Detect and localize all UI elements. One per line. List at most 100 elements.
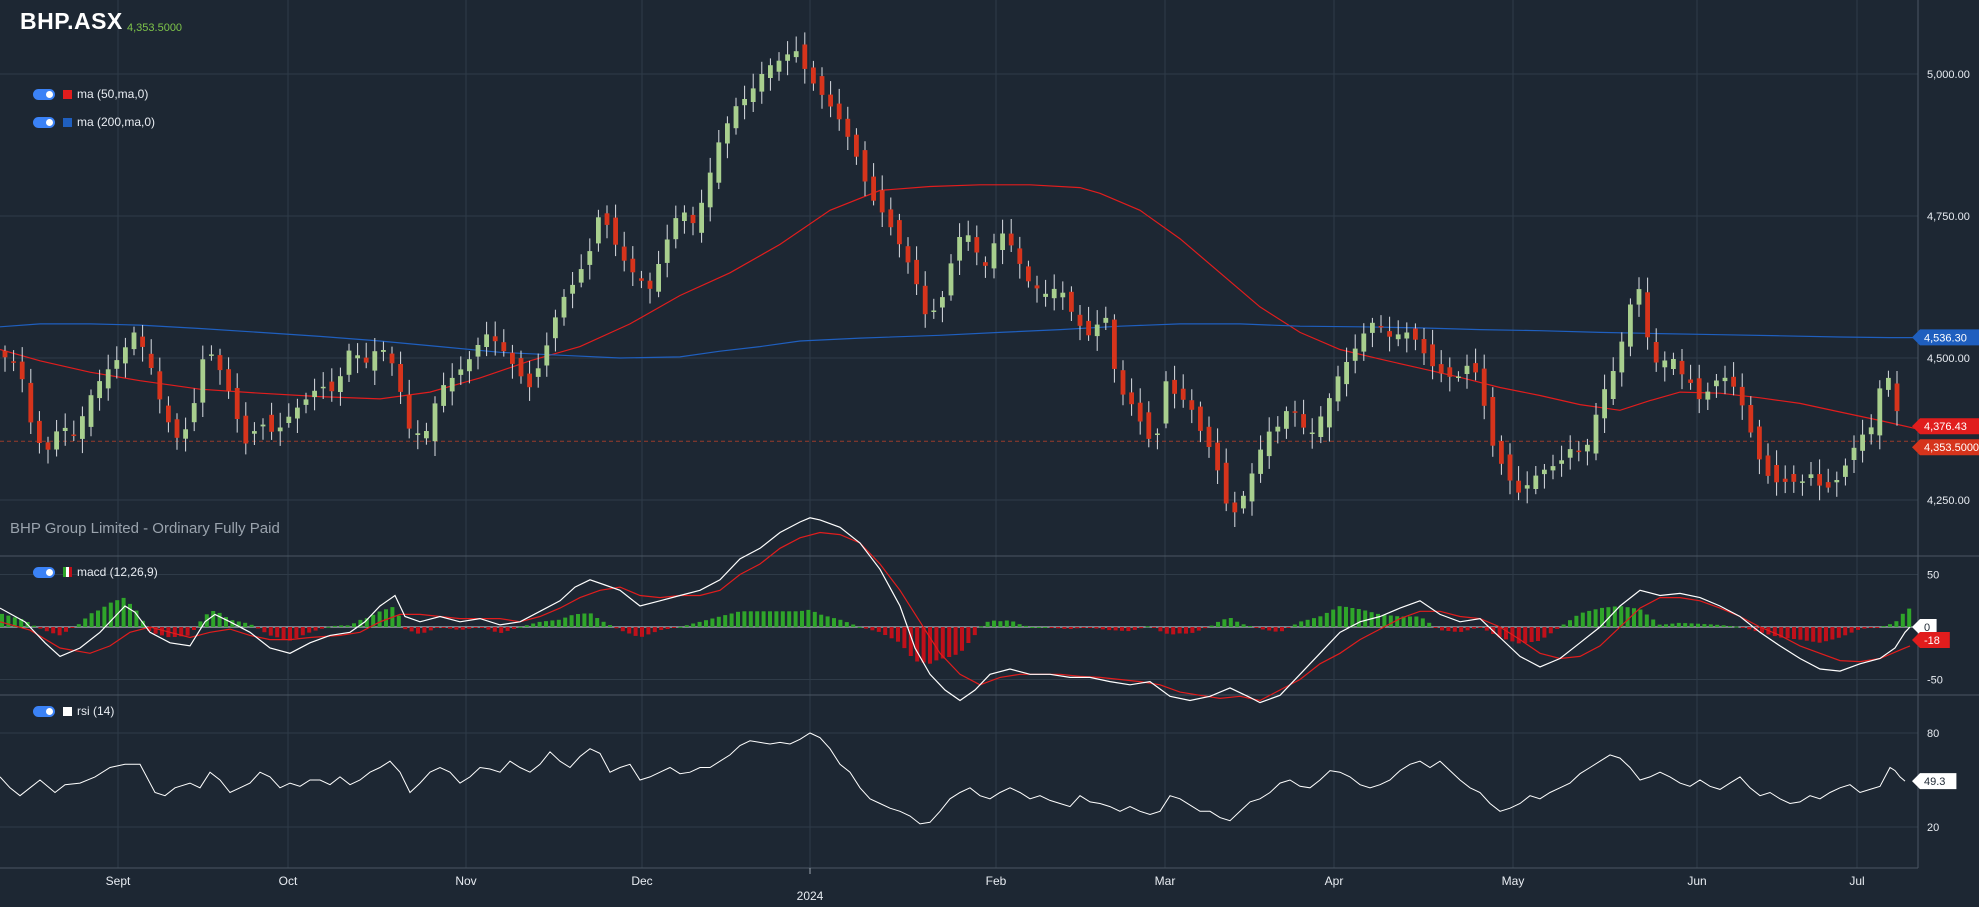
- candle-body: [793, 51, 799, 58]
- candle-body: [269, 414, 274, 432]
- macd-histogram-bar: [1568, 620, 1572, 627]
- x-tick-label: Dec: [631, 874, 652, 888]
- candle-body: [286, 416, 292, 423]
- candle-body: [1404, 332, 1410, 339]
- macd-histogram-bar: [960, 627, 964, 651]
- macd-histogram-bar: [1721, 625, 1726, 627]
- toggle-macd[interactable]: [33, 566, 55, 578]
- candle-body: [260, 424, 266, 427]
- macd-histogram-bar: [1024, 625, 1028, 627]
- candle-body: [819, 76, 825, 95]
- legend-macd-label: macd (12,26,9): [77, 565, 158, 579]
- candle-body: [1834, 480, 1840, 483]
- candle-body: [398, 364, 403, 392]
- macd-histogram-bar: [921, 627, 926, 663]
- macd-histogram-bar: [972, 627, 977, 636]
- candle-body: [389, 353, 395, 364]
- macd-histogram-bar: [1132, 627, 1137, 630]
- macd-histogram-bar: [710, 618, 715, 627]
- y-tick-label: 50: [1927, 570, 1939, 582]
- macd-histogram-bar: [1363, 610, 1368, 627]
- macd-histogram-bar: [256, 627, 260, 629]
- macd-histogram-bar: [1644, 614, 1649, 627]
- macd-histogram-bar: [224, 617, 228, 627]
- macd-histogram-bar: [1600, 607, 1604, 627]
- macd-histogram-bar: [1216, 621, 1220, 627]
- x-tick-label: Sept: [106, 874, 131, 888]
- macd-histogram-bar: [1529, 627, 1534, 642]
- macd-histogram-bar: [249, 624, 254, 627]
- candle-body: [1619, 341, 1625, 373]
- candle-body: [1086, 320, 1091, 336]
- candle-body: [991, 243, 997, 269]
- ma200-line: [0, 323, 1915, 359]
- macd-histogram-bar: [1452, 627, 1457, 632]
- macd-histogram-bar: [1004, 620, 1009, 627]
- macd-histogram-bar: [1683, 623, 1688, 627]
- candle-body: [329, 381, 335, 392]
- macd-histogram-bar: [979, 626, 984, 628]
- candle-body: [1370, 322, 1375, 333]
- macd-histogram-bar: [198, 621, 203, 627]
- macd-histogram-bar: [857, 626, 862, 628]
- macd-histogram-bar: [563, 617, 568, 627]
- candle-body: [320, 386, 326, 389]
- macd-histogram-bar: [825, 616, 830, 627]
- toggle-ma50[interactable]: [33, 88, 55, 100]
- y-tick-label: 4,750.00: [1927, 211, 1970, 223]
- macd-histogram-bar: [1740, 627, 1745, 628]
- candle-body: [166, 405, 171, 423]
- candle-body: [28, 382, 34, 423]
- macd-histogram-bar: [1804, 627, 1809, 641]
- macd-histogram-bar: [339, 625, 344, 627]
- macd-histogram-bar: [755, 611, 760, 628]
- macd-histogram-bar: [524, 625, 529, 627]
- candle-body: [458, 369, 464, 375]
- candle-body: [174, 419, 180, 438]
- x-tick-label: Apr: [1325, 874, 1344, 888]
- toggle-ma200[interactable]: [33, 116, 55, 128]
- macd-histogram-bar: [288, 627, 292, 641]
- macd-histogram-bar: [1395, 616, 1400, 627]
- macd-histogram-bar: [1036, 627, 1041, 628]
- macd-histogram-bar: [1139, 627, 1144, 629]
- candle-body: [1077, 314, 1083, 326]
- candle-body: [1585, 444, 1590, 452]
- candle-body: [742, 99, 747, 106]
- macd-histogram-bar: [550, 620, 555, 627]
- candle-body: [1387, 331, 1392, 337]
- macd-histogram-bar: [1049, 627, 1054, 628]
- candle-body: [518, 358, 524, 377]
- candle-body: [1129, 392, 1134, 405]
- candle-body: [1146, 412, 1152, 439]
- x-tick-label: Feb: [986, 874, 1007, 888]
- macd-histogram-bar: [1561, 624, 1566, 627]
- legend-ma50: ma (50,ma,0): [33, 86, 148, 102]
- macd-histogram-bar: [684, 625, 689, 627]
- macd-histogram-bar: [1856, 627, 1860, 630]
- macd-histogram-bar: [1222, 619, 1227, 627]
- candle-body: [62, 427, 68, 431]
- toggle-rsi[interactable]: [33, 705, 55, 717]
- candle-body: [226, 369, 231, 392]
- candle-body: [355, 355, 360, 359]
- macd-histogram-bar: [1376, 613, 1380, 627]
- macd-histogram-bar: [896, 627, 900, 642]
- candle-body: [54, 431, 59, 450]
- candle-body: [888, 209, 894, 228]
- candle-body: [690, 214, 696, 224]
- macd-histogram-bar: [19, 619, 24, 627]
- macd-histogram-bar: [1478, 627, 1483, 628]
- macd-histogram-bar: [1728, 626, 1732, 627]
- candle-body: [1103, 317, 1109, 323]
- macd-histogram-bar: [537, 621, 542, 627]
- candle-body: [1069, 291, 1074, 312]
- candle-body: [1473, 363, 1478, 373]
- macd-histogram-bar: [1593, 609, 1598, 627]
- candle-body: [80, 416, 85, 439]
- macd-histogram-bar: [780, 611, 785, 628]
- candle-body: [1215, 442, 1220, 471]
- legend-ma200: ma (200,ma,0): [33, 114, 155, 130]
- rsi-flag-bg: [1912, 773, 1957, 790]
